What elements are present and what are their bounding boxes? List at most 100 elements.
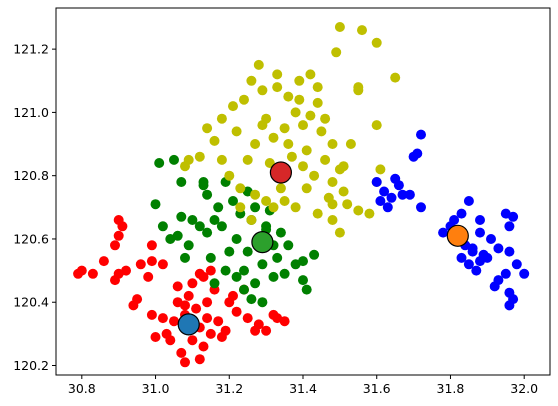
data-point: [312, 82, 323, 93]
data-point: [213, 202, 224, 213]
data-point: [146, 256, 157, 267]
data-point: [239, 284, 249, 295]
cluster-3-centroid: [446, 224, 469, 247]
data-point: [364, 208, 375, 219]
data-point: [191, 303, 202, 314]
data-point: [231, 126, 242, 137]
data-point: [301, 145, 312, 156]
data-point: [176, 177, 187, 187]
data-point: [157, 313, 168, 324]
data-point: [154, 158, 165, 168]
data-point: [235, 183, 246, 194]
data-point: [194, 268, 205, 279]
data-point: [198, 341, 209, 352]
data-point: [334, 22, 345, 32]
y-tick-label: 120.2: [13, 358, 49, 373]
x-tick-label: 31.4: [289, 381, 317, 396]
data-point: [242, 246, 253, 257]
data-point: [508, 211, 519, 222]
data-point: [110, 240, 120, 251]
data-point: [257, 120, 268, 131]
data-point: [375, 164, 386, 175]
data-point: [279, 196, 290, 206]
data-point: [301, 284, 312, 295]
data-point: [471, 265, 482, 276]
data-point: [231, 234, 242, 244]
data-point: [312, 97, 323, 108]
y-tick-label: 120.4: [13, 295, 49, 310]
data-point: [382, 202, 393, 213]
data-point: [150, 332, 161, 342]
data-point: [202, 123, 213, 134]
data-point: [286, 151, 297, 162]
data-point: [143, 271, 154, 282]
data-point: [309, 249, 320, 260]
data-point: [205, 328, 216, 339]
cluster-1-centroid: [251, 231, 274, 254]
x-tick-label: 31.0: [142, 381, 170, 396]
data-point: [272, 252, 283, 263]
data-point: [180, 300, 190, 311]
data-point: [504, 300, 515, 311]
data-point: [279, 316, 290, 327]
data-point: [110, 275, 120, 286]
data-point: [253, 59, 264, 70]
data-point: [242, 154, 253, 165]
data-point: [209, 215, 220, 225]
data-point: [228, 101, 238, 112]
data-point: [342, 199, 353, 210]
data-point: [183, 290, 194, 301]
data-point: [320, 154, 331, 165]
data-point: [250, 139, 261, 149]
data-point: [475, 227, 485, 238]
data-point: [371, 120, 382, 131]
data-point: [375, 196, 386, 206]
data-point: [301, 183, 312, 194]
data-point: [290, 107, 301, 118]
data-point: [345, 139, 356, 149]
data-point: [390, 72, 401, 83]
data-point: [309, 170, 320, 181]
data-point: [98, 256, 109, 267]
data-point: [463, 196, 474, 206]
data-point: [338, 161, 349, 172]
data-point: [456, 208, 467, 219]
data-point: [246, 215, 257, 225]
data-point: [353, 82, 364, 93]
data-point: [228, 290, 238, 301]
data-point: [379, 186, 390, 197]
data-point: [268, 132, 279, 143]
data-point: [357, 25, 367, 36]
data-point: [113, 215, 124, 225]
data-point: [268, 309, 279, 320]
data-point: [298, 120, 308, 131]
data-point: [157, 259, 168, 270]
data-point: [187, 335, 198, 346]
data-point: [261, 325, 272, 336]
data-point: [298, 161, 308, 172]
data-point: [224, 170, 235, 181]
data-point: [486, 234, 496, 244]
data-point: [467, 243, 478, 254]
y-tick-label: 120.6: [13, 231, 49, 246]
data-point: [397, 189, 408, 200]
data-point: [371, 37, 382, 48]
data-point: [239, 265, 249, 276]
data-point: [327, 177, 338, 187]
points-layer: [73, 22, 530, 368]
data-point: [250, 189, 261, 200]
data-point: [404, 189, 415, 200]
data-point: [216, 113, 227, 124]
data-point: [327, 215, 338, 225]
data-point: [250, 278, 261, 289]
data-point: [316, 126, 327, 137]
data-point: [390, 173, 401, 184]
data-point: [272, 69, 283, 80]
data-point: [371, 177, 382, 187]
y-tick-label: 121.2: [13, 42, 49, 57]
data-point: [416, 202, 426, 213]
data-point: [216, 221, 227, 232]
data-point: [194, 221, 205, 232]
data-point: [246, 294, 257, 305]
